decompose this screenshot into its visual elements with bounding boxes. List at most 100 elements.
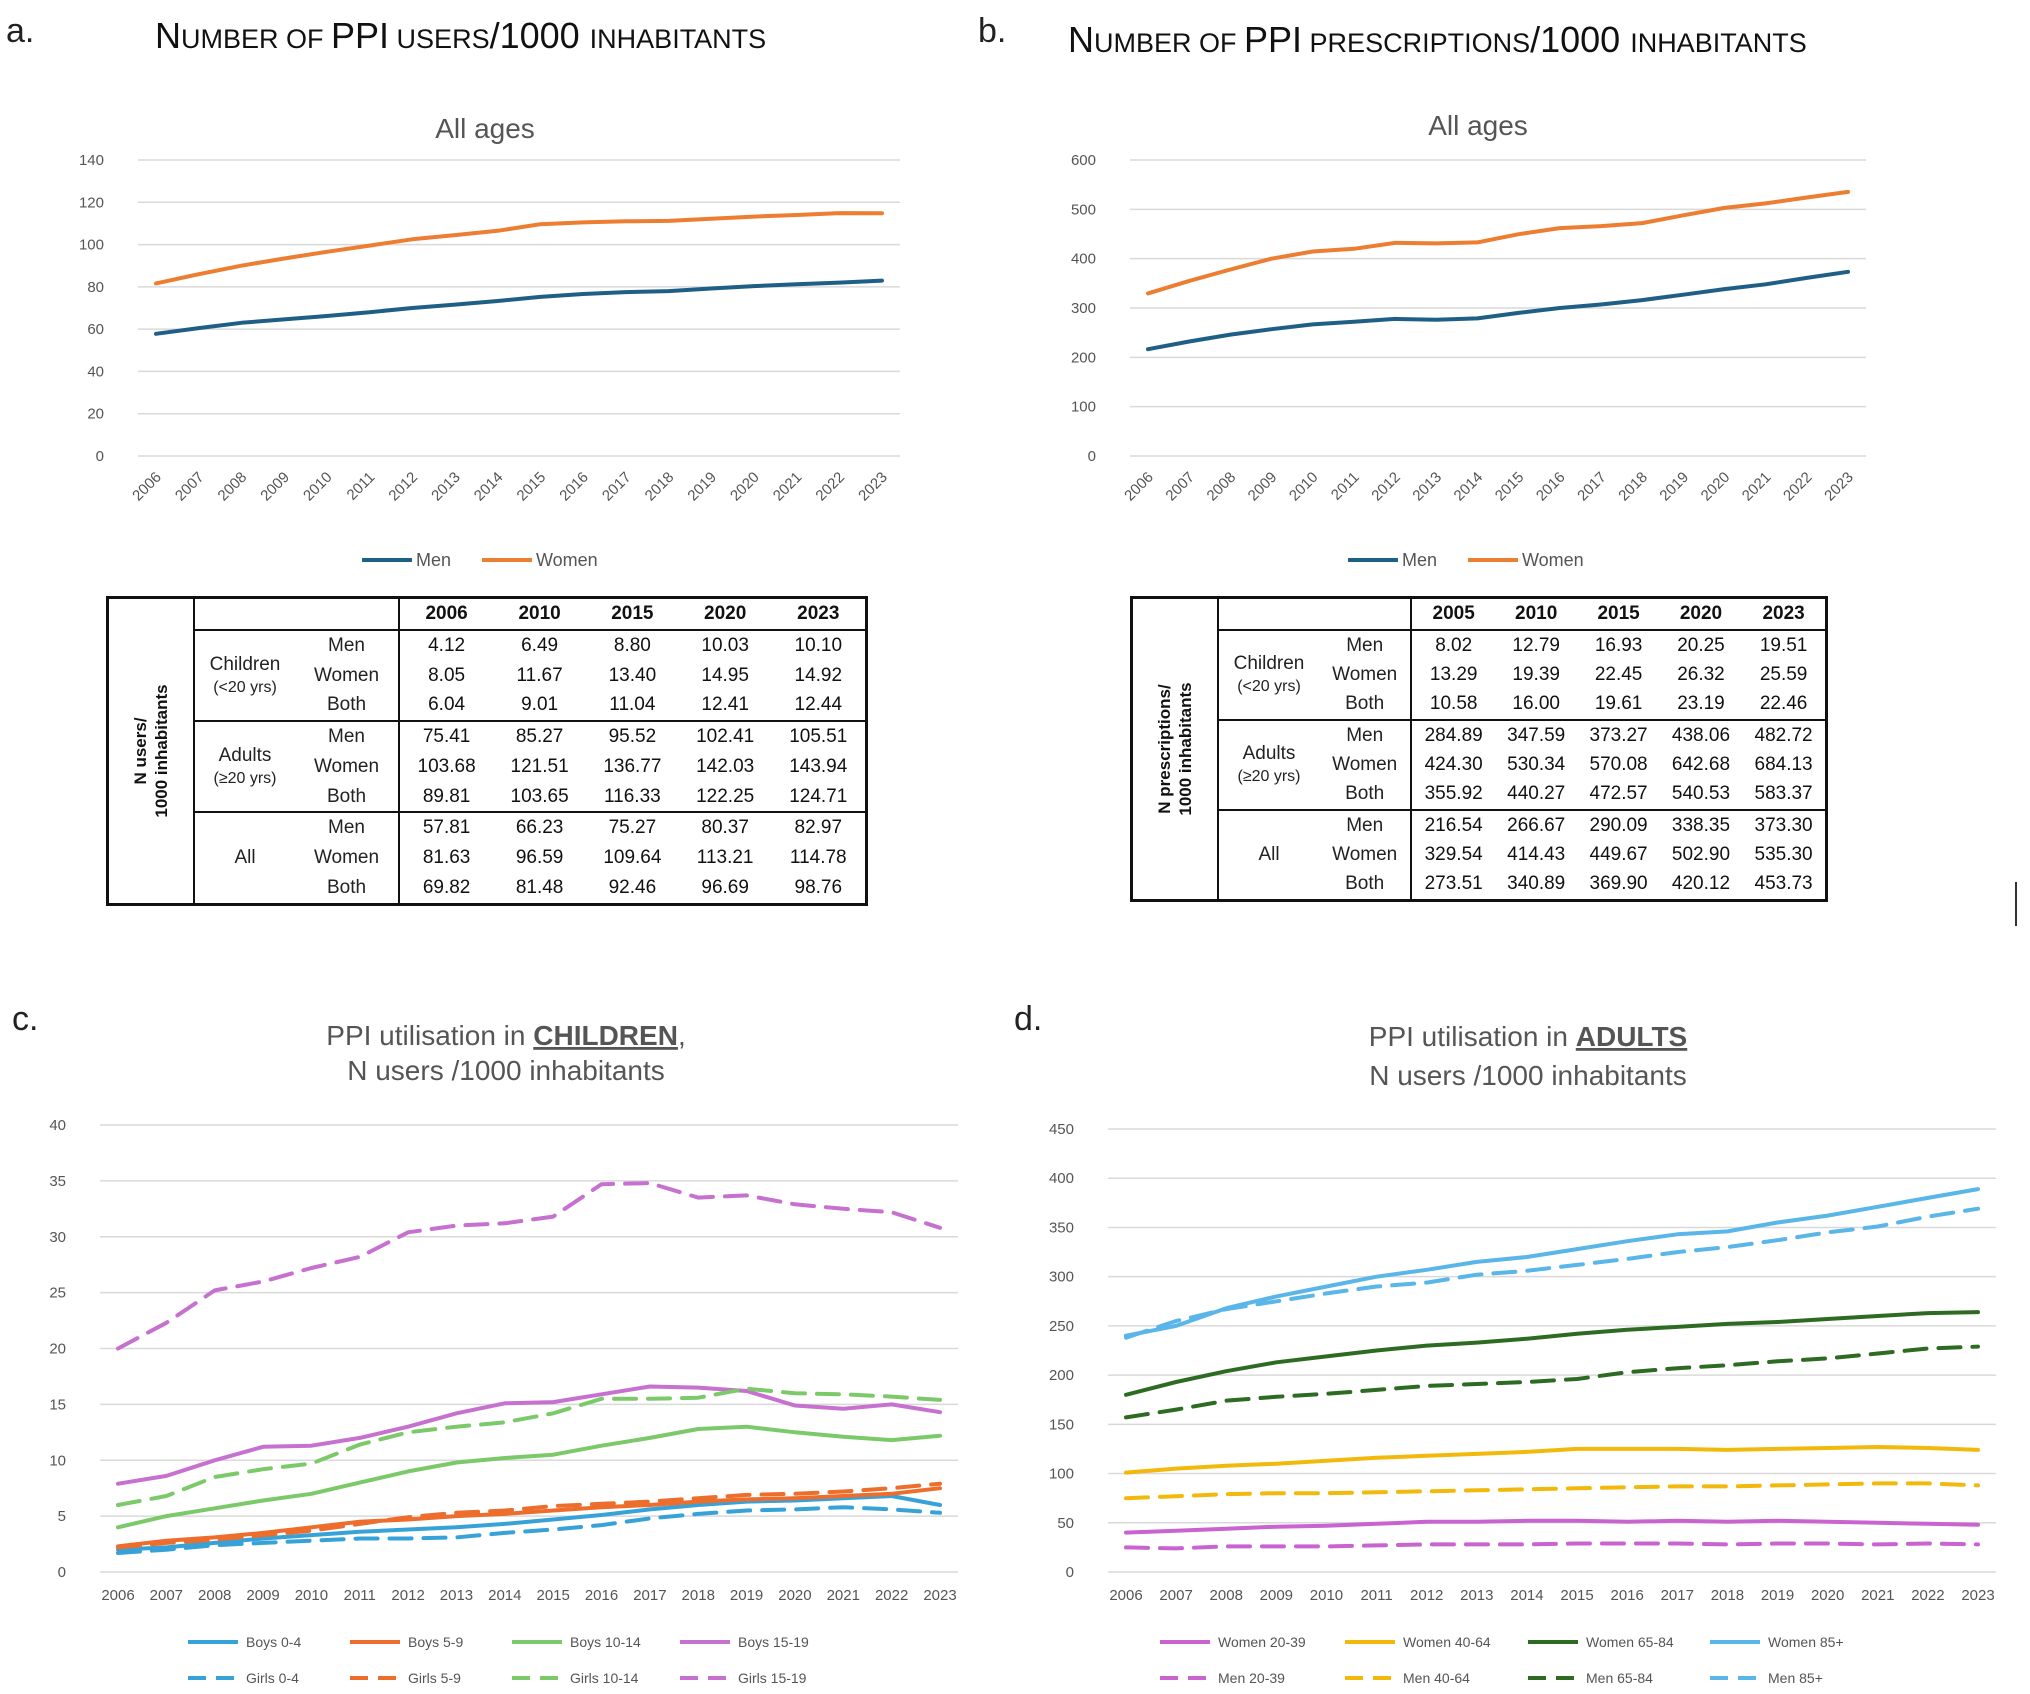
table-cell: 420.12: [1671, 873, 1731, 895]
y-tick-label: 500: [1071, 201, 1096, 218]
x-tick-label: 2011: [1360, 1587, 1392, 1604]
x-tick-label: 2010: [1310, 1587, 1343, 1604]
legend-label: Men: [416, 550, 451, 570]
chart-title-text: PPI utilisation in: [1369, 1021, 1576, 1052]
title-part: INHABITANTS: [590, 24, 767, 54]
title-part: /1000: [490, 15, 590, 56]
x-tick-label: 2010: [1286, 469, 1322, 505]
table-cell: 11.67: [516, 664, 563, 686]
x-tick-label: 2009: [246, 1587, 279, 1604]
series-line-men-20-39: [1124, 1541, 1980, 1551]
year-header: 2015: [585, 597, 679, 631]
y-tick-label: 0: [96, 448, 104, 465]
panel-letter-b: b.: [978, 12, 1006, 50]
table-cell: 113.21: [696, 847, 754, 869]
sex-label: Men: [295, 720, 401, 753]
table-cell: 14.92: [794, 664, 843, 686]
chart-title-suffix: ,: [678, 1020, 686, 1051]
group-label-line: Children: [209, 653, 281, 675]
series-line-boys-0-4: [116, 1494, 942, 1552]
x-tick-label: 2023: [1961, 1587, 1994, 1604]
title-part: /1000: [1530, 19, 1630, 60]
x-tick-label: 2006: [1109, 1587, 1142, 1604]
y-tick-label: 5: [58, 1508, 66, 1525]
x-tick-label: 2021: [1739, 469, 1775, 505]
table-cell: 369.90: [1589, 873, 1648, 895]
x-tick-label: 2007: [150, 1587, 183, 1604]
table-cell: 13.40: [608, 664, 657, 686]
sex-label: Both: [295, 781, 401, 813]
table-corner: [194, 597, 401, 631]
table-cell: 66.23: [493, 811, 586, 844]
x-tick-label: 2006: [101, 1587, 134, 1604]
x-tick-label: 2007: [1159, 1587, 1192, 1604]
x-tick-label: 2010: [295, 1587, 328, 1604]
y-tick-label: 15: [49, 1396, 66, 1413]
y-tick-label: 200: [1071, 349, 1096, 366]
group-label-line: (≥20 yrs): [213, 769, 277, 787]
table-cell: 80.37: [678, 811, 772, 844]
table-cell: 85.27: [493, 720, 586, 753]
series-line-women: [154, 211, 884, 286]
y-tick-label: 35: [49, 1173, 66, 1190]
table-cell: 14.95: [701, 664, 749, 686]
panel-title-b: NUMBER OF PPI PRESCRIPTIONS/1000 INHABIT…: [1068, 19, 1807, 60]
y-tick-label: 10: [49, 1452, 66, 1469]
sex-label: Men: [1319, 630, 1413, 661]
x-tick-label: 2013: [1460, 1587, 1493, 1604]
vertical-header-line: 1000 inhabitants: [1176, 682, 1195, 816]
x-tick-label: 2014: [488, 1587, 521, 1604]
y-tick-label: 0: [1066, 1564, 1074, 1581]
x-tick-label: 2019: [730, 1587, 763, 1604]
table-cell: 273.51: [1424, 873, 1483, 895]
table-cell: 19.51: [1759, 634, 1808, 656]
group-label: Adults (≥20 yrs): [1218, 718, 1319, 810]
series-line-girls-15-19: [116, 1181, 942, 1351]
x-tick-label: 2012: [1410, 1587, 1443, 1604]
group-label-line: All: [234, 846, 256, 868]
group-label: All: [194, 811, 295, 905]
title-part: PRESCRIPTIONS: [1302, 28, 1530, 58]
table-cell: 23.19: [1677, 693, 1725, 715]
table-cell: 19.61: [1594, 693, 1643, 715]
chart-title: All ages: [1428, 110, 1528, 141]
table-cell: 6.04: [428, 694, 466, 716]
y-tick-label: 0: [1088, 448, 1096, 465]
group-label-line: (<20 yrs): [213, 678, 277, 696]
table-cell: 8.05: [428, 664, 466, 686]
table-cell: 142.03: [696, 755, 755, 777]
x-tick-label: 2017: [599, 469, 635, 505]
table-cell: 482.72: [1742, 718, 1827, 751]
series-line-women: [1146, 189, 1850, 296]
table-cell: 89.81: [422, 785, 471, 807]
group-label: Adults (≥20 yrs): [194, 720, 295, 813]
y-tick-label: 250: [1049, 1318, 1074, 1335]
table-cell: 13.29: [1429, 663, 1478, 685]
table-cell: 57.81: [399, 811, 494, 844]
table-cell: 103.68: [417, 755, 476, 777]
series-line-girls-0-4: [116, 1505, 942, 1555]
sex-label: Both: [295, 690, 401, 722]
table-cell: 355.92: [1424, 783, 1483, 805]
y-tick-label: 50: [1057, 1515, 1074, 1532]
series-line-men-40-64: [1124, 1481, 1980, 1501]
legend-label: Girls 0-4: [246, 1670, 299, 1686]
sex-label: Men: [295, 811, 401, 844]
table-cell: 116.33: [604, 785, 661, 807]
legend-label: Men 20-39: [1218, 1670, 1285, 1686]
table-cell: 684.13: [1754, 753, 1813, 775]
table-cell: 103.65: [510, 785, 569, 807]
sex-label: Women: [295, 752, 401, 782]
table-cell: 340.89: [1507, 873, 1566, 895]
x-tick-label: 2015: [514, 469, 550, 505]
table-row: Women 103.68 121.51 136.77 142.03 143.94: [108, 752, 867, 782]
table-header-row: N prescriptions/1000 inhabitants 2005 2010…: [1131, 597, 1827, 901]
title-part: USERS: [389, 24, 490, 54]
table-row: Children (<20 yrs) Men 8.02 12.79 16.93 20.25 1…: [1132, 630, 1827, 695]
group-label-line: (≥20 yrs): [1237, 767, 1301, 785]
table-cell: 583.37: [1754, 783, 1813, 805]
table-cell: 96.69: [701, 876, 749, 898]
chart-subtitle: N users /1000 inhabitants: [1369, 1060, 1687, 1091]
table-cell: 121.51: [510, 755, 569, 777]
